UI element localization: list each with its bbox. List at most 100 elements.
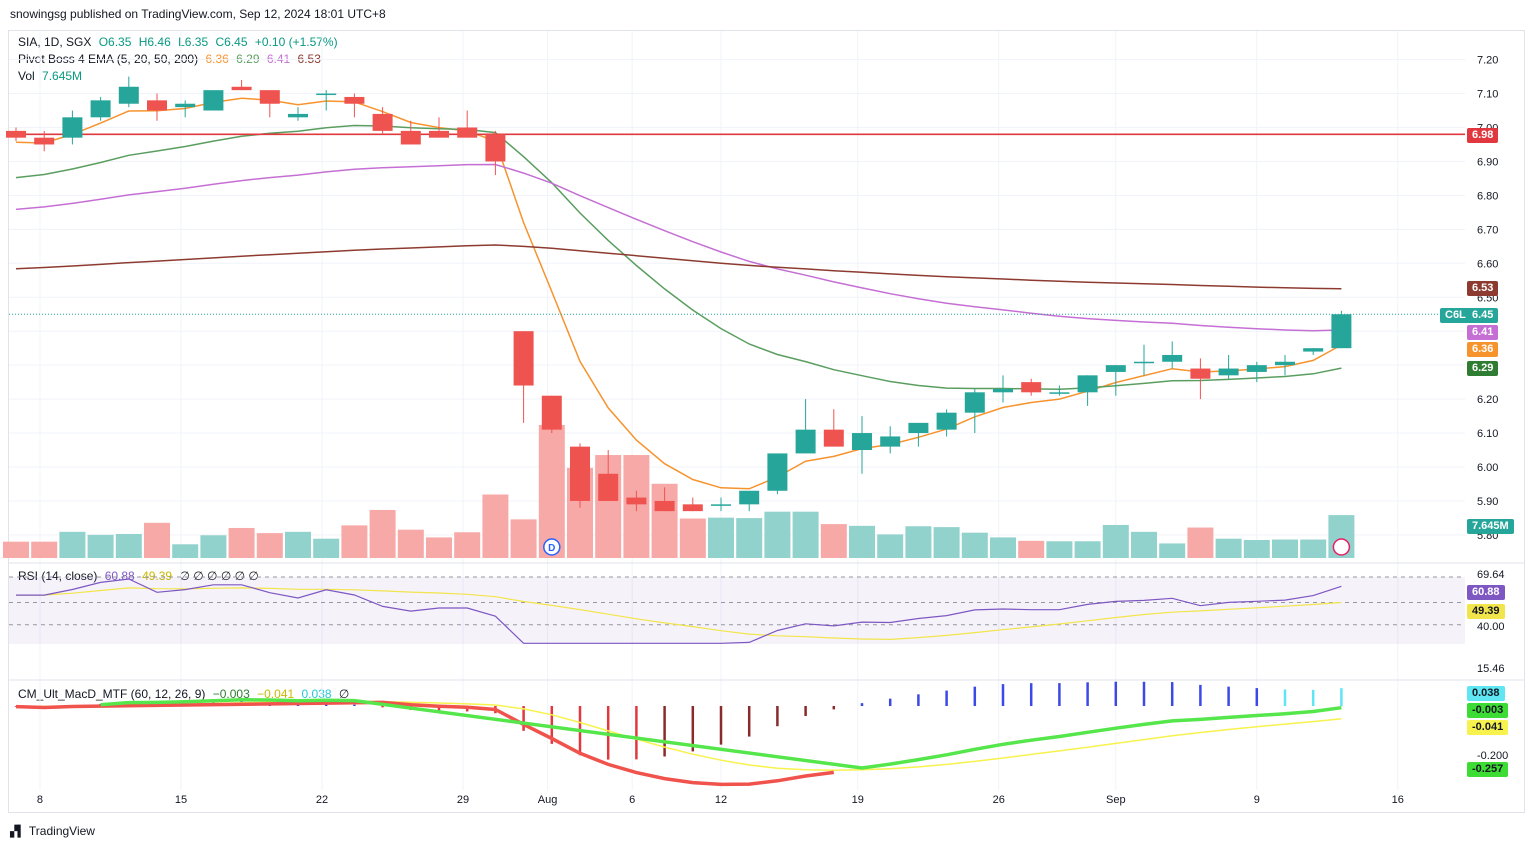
macd-value-3: 0.038 [301, 687, 332, 701]
rsi-label[interactable]: RSI (14, close) [18, 569, 98, 583]
candle-body [34, 137, 55, 145]
volume-bar [285, 531, 311, 558]
volume-bar [256, 533, 283, 558]
candle-body [880, 436, 901, 447]
ema200-line [15, 244, 1342, 290]
x-tick-label: 9 [1254, 794, 1260, 806]
candle-body [288, 113, 308, 118]
candle-body [147, 100, 167, 111]
ema50-price-label: 6.41 [1467, 325, 1499, 340]
tradingview-name: TradingView [28, 824, 95, 838]
volume-bar [228, 527, 255, 558]
ema20-price-label: 6.29 [1467, 361, 1499, 376]
candle-body [203, 90, 224, 111]
volume-bar [31, 541, 58, 558]
x-tick-label: 22 [316, 794, 328, 806]
x-tick-label: 12 [715, 794, 727, 806]
macd-signal-line [15, 700, 1342, 772]
candle-body [767, 453, 788, 491]
volume-bar [59, 531, 86, 558]
candle-body [1303, 348, 1324, 352]
candle-body [1246, 365, 1267, 372]
ema-indicator-label[interactable]: Pivot Boss 4 EMA (5, 20, 50, 200) [18, 52, 199, 66]
tradingview-branding[interactable]: ▞▍ TradingView [10, 824, 95, 838]
candle-body [457, 127, 478, 138]
candle-body [682, 504, 703, 512]
volume-bar [679, 518, 706, 558]
candle-body [598, 473, 619, 501]
macd-value-1: −0.003 [212, 687, 250, 701]
rsi-axis-mid: 40.00 [1477, 621, 1505, 633]
macd-value-4: ∅ [338, 687, 350, 701]
open-value: O6.35 [98, 35, 132, 49]
dividend-marker-icon [543, 538, 561, 556]
ema5-price-label: 6.36 [1467, 342, 1499, 357]
macd-hist-label: 0.038 [1467, 686, 1505, 701]
candle-body [1049, 392, 1070, 394]
macd-low-label: -0.257 [1467, 762, 1509, 777]
ema20-line [15, 124, 1342, 390]
volume-bar [144, 522, 170, 558]
volume-bar [313, 538, 340, 558]
volume-bar [1159, 543, 1186, 558]
candle-body [513, 331, 534, 386]
y-tick-label: 6.20 [1477, 394, 1498, 406]
volume-bar [1046, 541, 1073, 558]
macd-label[interactable]: CM_Ult_MacD_MTF (60, 12, 26, 9) [18, 687, 206, 701]
candle-body [1021, 382, 1042, 393]
earnings-event-icon [1332, 538, 1351, 556]
candle-body [6, 130, 26, 138]
volume-bar [849, 525, 875, 558]
rsi-axis-bottom: 15.46 [1477, 663, 1505, 675]
volume-bar [172, 544, 199, 558]
macd-line-bearish [15, 700, 835, 787]
ema50-line [15, 163, 1342, 332]
volume-bar [454, 532, 481, 558]
tradingview-logo-icon: ▞▍ [10, 825, 26, 838]
rsi-line [16, 578, 1342, 644]
volume-bar [792, 511, 819, 558]
y-tick-label: 6.10 [1477, 428, 1498, 440]
low-value: L6.35 [178, 35, 209, 49]
close-value: C6.45 [215, 35, 248, 49]
volume-legend[interactable]: Vol 7.645M [18, 69, 86, 83]
rsi-axis-top: 69.64 [1477, 569, 1505, 581]
volume-bar [1018, 540, 1045, 558]
candle-body [62, 117, 83, 138]
x-tick-label: Aug [538, 794, 558, 806]
volume-bar [961, 532, 988, 558]
candle-body [626, 497, 647, 505]
volume-bar [3, 541, 29, 558]
volume-bar [369, 509, 396, 558]
candle-body [852, 433, 872, 451]
volume-bar [397, 529, 424, 558]
ema-legend[interactable]: Pivot Boss 4 EMA (5, 20, 50, 200) 6.36 6… [18, 52, 325, 66]
volume-bar [1300, 539, 1327, 558]
volume-label[interactable]: Vol [18, 69, 35, 83]
candle-body [541, 395, 562, 430]
rsi-legend[interactable]: RSI (14, close) 60.88 49.39 ∅ ∅ ∅ ∅ ∅ ∅ [18, 569, 263, 583]
volume-bar [1187, 527, 1214, 558]
candle-body [344, 96, 365, 104]
macd-value-2: −0.041 [257, 687, 295, 701]
candle-body [259, 90, 280, 104]
candle-body [964, 392, 985, 413]
rsi-ma-line [16, 587, 1342, 641]
volume-bar [115, 533, 142, 558]
dividend-marker-letter: D [548, 543, 555, 554]
y-tick-label: 6.80 [1477, 190, 1498, 202]
candle-body [993, 388, 1013, 393]
volume-bar [990, 537, 1016, 558]
macd-legend[interactable]: CM_Ult_MacD_MTF (60, 12, 26, 9) −0.003 −… [18, 687, 353, 701]
y-tick-label: 7.10 [1477, 89, 1498, 101]
volume-bar [933, 527, 960, 558]
high-value: H6.46 [138, 35, 171, 49]
candle-body [485, 134, 506, 162]
symbol-label[interactable]: SIA, 1D, SGX [18, 35, 92, 49]
macd-axis-label: -0.200 [1477, 750, 1509, 762]
macd-line-label: -0.003 [1467, 703, 1509, 718]
rsi-price-label: 60.88 [1467, 585, 1505, 600]
rsi-empty-values: ∅ ∅ ∅ ∅ ∅ ∅ [179, 569, 259, 583]
candle-body [1162, 354, 1183, 362]
